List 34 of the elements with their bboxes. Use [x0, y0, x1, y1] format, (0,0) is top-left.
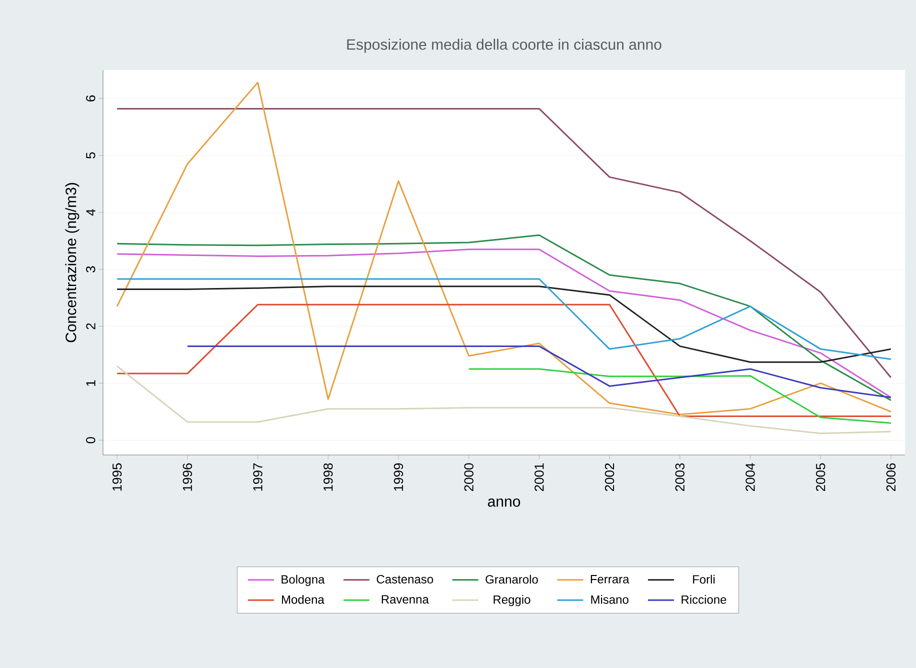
legend-label: Bologna: [282, 574, 325, 586]
line-series: [468, 368, 892, 424]
x-tick-label: 2004: [746, 463, 755, 492]
y-tick-label: 1: [86, 380, 96, 386]
x-tick-label: 1996: [182, 463, 192, 491]
x-tick-label: 2000: [464, 463, 474, 492]
x-tick-label: 2003: [675, 463, 684, 492]
x-tick-label: 2002: [604, 463, 614, 492]
y-tick-label: 6: [86, 95, 96, 102]
y-tick-label: 0: [86, 437, 96, 444]
legend-label: Modena: [282, 594, 324, 604]
x-axis-title: anno: [488, 498, 520, 507]
legend-label: Riccione: [682, 594, 726, 604]
y-tick-label: 3: [86, 266, 96, 272]
legend-label: Misano: [591, 594, 628, 604]
x-tick-label: 2006: [886, 463, 896, 492]
y-tick-label: 4: [86, 209, 96, 216]
x-tick-label: 1995: [112, 463, 122, 491]
legend-label: Ravenna: [382, 595, 429, 604]
legend-label: Reggio: [494, 594, 530, 606]
legend-label: Ferrara: [590, 575, 630, 584]
legend-label: Castenaso: [376, 574, 434, 584]
y-axis-title: Concentrazione (ng/m3): [65, 183, 80, 342]
x-tick-label: 1997: [253, 463, 262, 491]
y-tick-label: 2: [86, 323, 96, 330]
x-tick-label: 1998: [324, 463, 333, 491]
y-tick-label: 5: [86, 152, 96, 159]
legend-label: Granarolo: [486, 574, 538, 584]
chart-title: Esposizione media della coorte in ciascun anno: [347, 38, 662, 53]
line-series: [116, 82, 892, 416]
legend-label: Forli: [693, 574, 715, 584]
x-tick-label: 1999: [394, 463, 404, 491]
x-tick-label: 2005: [816, 463, 826, 492]
x-tick-label: 2001: [534, 463, 544, 492]
